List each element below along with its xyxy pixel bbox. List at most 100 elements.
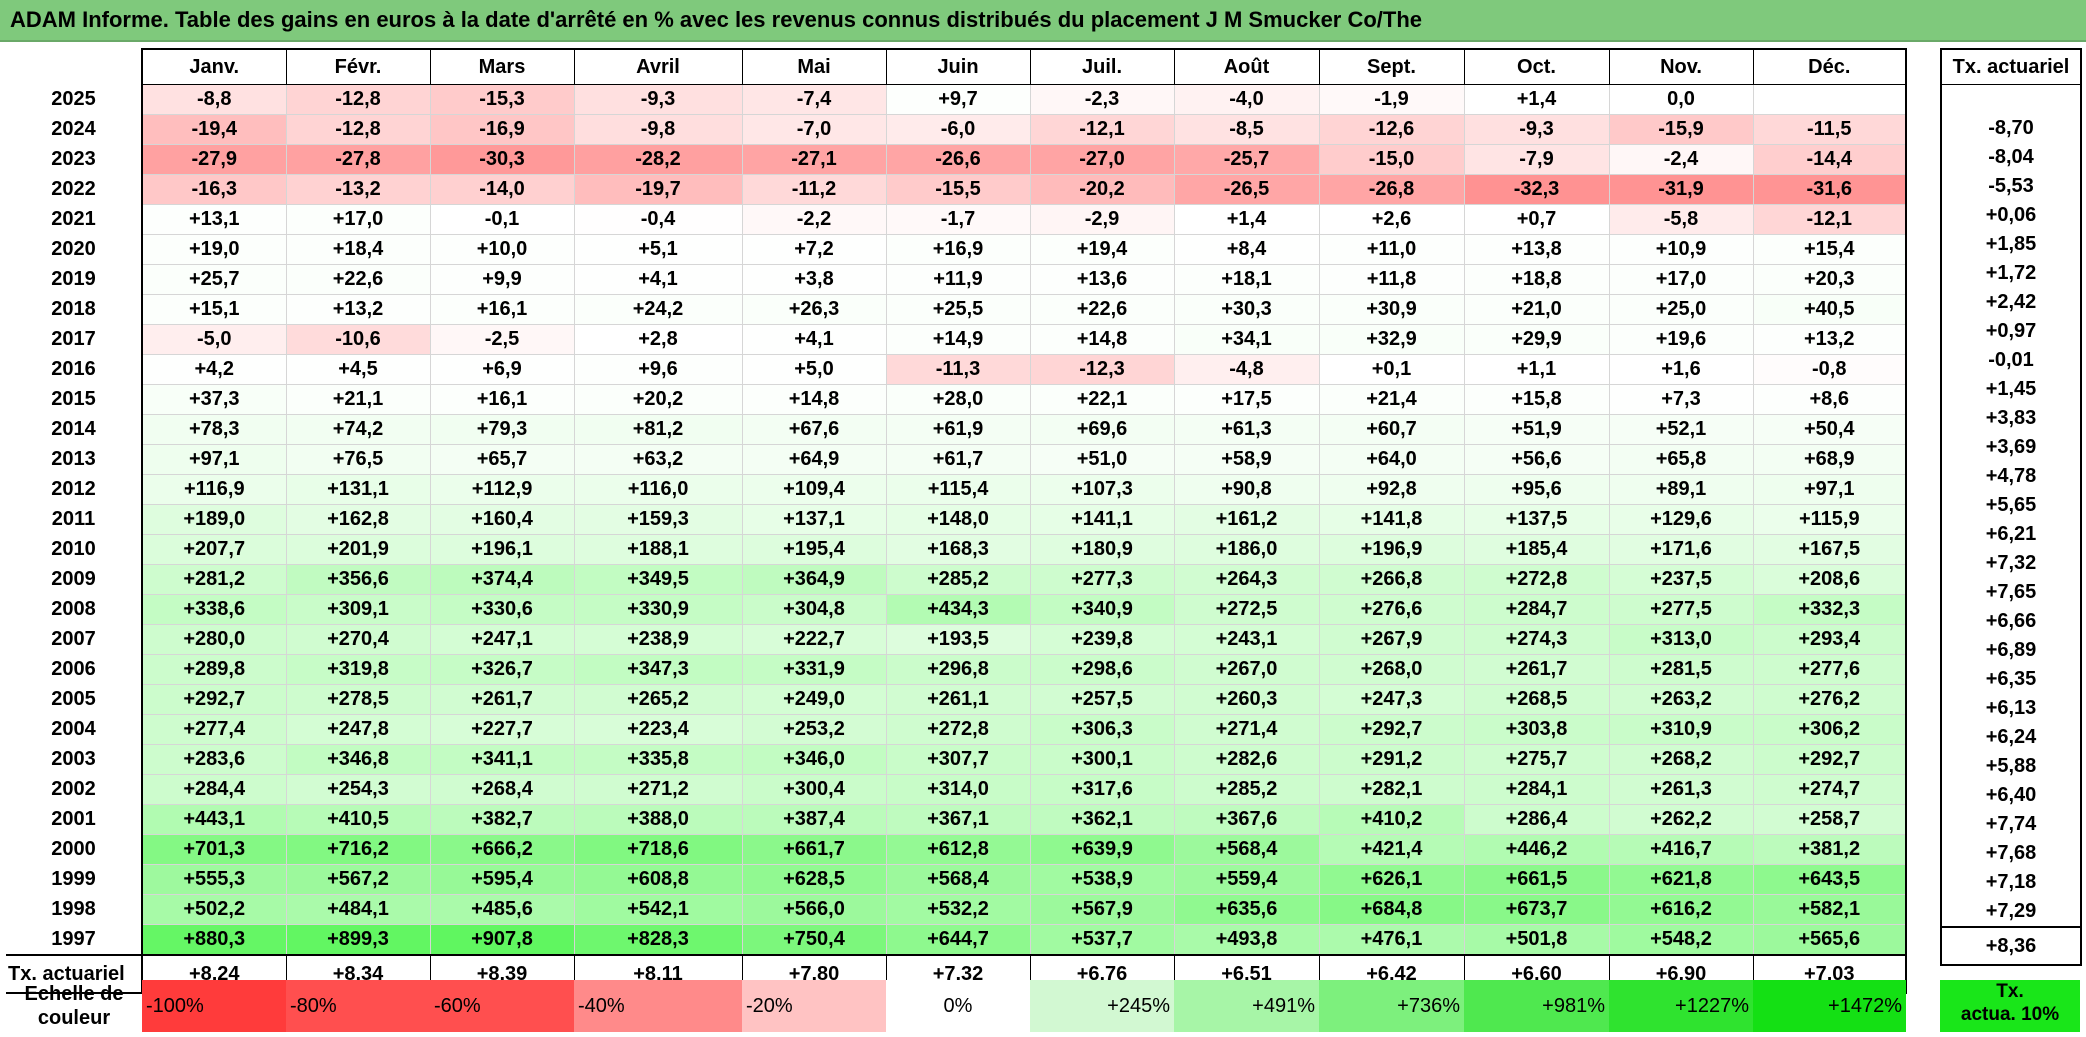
gain-cell: +68,9 (1752, 444, 1907, 475)
gain-cell: +161,2 (1173, 504, 1320, 535)
gain-cell: +283,6 (141, 744, 287, 775)
gain-cell: +247,8 (285, 714, 431, 745)
gain-cell: +116,9 (141, 474, 287, 505)
gain-cell: +899,3 (285, 924, 431, 956)
gain-cell: -16,9 (429, 114, 575, 145)
rate-cell: +7,29 (1940, 897, 2082, 928)
year-label: 2005 (51, 688, 96, 710)
gain-cell: +189,0 (141, 504, 287, 535)
gain-cell: +1,1 (1463, 354, 1610, 385)
gain-cell: +381,2 (1752, 834, 1907, 865)
gain-cell: +61,9 (885, 414, 1031, 445)
gain-cell: +281,2 (141, 564, 287, 595)
gain-cell: +421,4 (1318, 834, 1465, 865)
table-row: 2016 +4,2 +4,5 +6,9 +9,6 +5,0 -11,3 -12,3 -4,8 +0… (6, 354, 1907, 385)
gain-cell: +141,1 (1029, 504, 1175, 535)
gain-cell: -20,2 (1029, 174, 1175, 205)
gain-cell: +243,1 (1173, 624, 1320, 655)
gain-cell: +14,9 (885, 324, 1031, 355)
year-label: 2011 (51, 508, 96, 530)
gain-cell: +278,5 (285, 684, 431, 715)
gain-cell: +253,2 (741, 714, 887, 745)
gain-cell: +718,6 (573, 834, 743, 865)
year-label: 2016 (51, 358, 96, 380)
gain-cell: +326,7 (429, 654, 575, 685)
gain-cell: +29,9 (1463, 324, 1610, 355)
gain-cell: +285,2 (1173, 774, 1320, 805)
gain-cell: +317,6 (1029, 774, 1175, 805)
gain-cell: +171,6 (1608, 534, 1754, 565)
table-row: 2011 +189,0 +162,8 +160,4 +159,3 +137,1 +148,0… (6, 504, 1907, 535)
gain-cell: +160,4 (429, 504, 575, 535)
gain-cell: +64,9 (741, 444, 887, 475)
gain-cell: -14,0 (429, 174, 575, 205)
month-header: Avril (573, 48, 743, 85)
table-row: 2003 +283,6 +346,8 +341,1 +335,8 +346,0 +307,7… (6, 744, 1907, 775)
month-header: Mars (429, 48, 575, 85)
gain-cell: +222,7 (741, 624, 887, 655)
rate-legend-line1: Tx. (1996, 981, 2024, 1002)
gain-cell: +13,2 (1752, 324, 1907, 355)
gain-cell: +635,6 (1173, 894, 1320, 925)
year-label: 2012 (51, 478, 96, 500)
gain-cell: +7,2 (741, 234, 887, 265)
gain-cell: -28,2 (573, 144, 743, 175)
month-header: Août (1173, 48, 1320, 85)
gain-cell: +56,6 (1463, 444, 1610, 475)
table-row: 2018 +15,1 +13,2 +16,1 +24,2 +26,3 +25,5 +22,6 +… (6, 294, 1907, 325)
gain-cell: +310,9 (1608, 714, 1754, 745)
gain-cell: +15,1 (141, 294, 287, 325)
year-label: 2013 (51, 448, 96, 470)
gain-cell: +532,2 (885, 894, 1031, 925)
rate-cell: -0,01 (1940, 346, 2082, 375)
gain-cell: +537,7 (1029, 924, 1175, 956)
year-label: 1997 (51, 927, 96, 950)
gain-cell: +237,5 (1608, 564, 1754, 595)
gain-cell: +268,4 (429, 774, 575, 805)
gain-cell: +446,2 (1463, 834, 1610, 865)
gain-cell: +9,7 (885, 84, 1031, 115)
gain-cell: -0,1 (429, 204, 575, 235)
gain-cell: +186,0 (1173, 534, 1320, 565)
gain-cell: +501,8 (1463, 924, 1610, 956)
gain-cell: +330,6 (429, 594, 575, 625)
gain-cell: -1,9 (1318, 84, 1465, 115)
gain-cell: +0,1 (1318, 354, 1465, 385)
gain-cell: -2,5 (429, 324, 575, 355)
year-label: 2007 (51, 628, 96, 650)
gain-cell: +58,9 (1173, 444, 1320, 475)
gain-cell: -12,8 (285, 84, 431, 115)
gain-cell: -4,0 (1173, 84, 1320, 115)
gain-cell: +21,1 (285, 384, 431, 415)
rate-header: Tx. actuariel (1940, 48, 2082, 85)
gain-cell: +78,3 (141, 414, 287, 445)
gain-cell: +61,3 (1173, 414, 1320, 445)
gain-cell: +434,3 (885, 594, 1031, 625)
gain-cell: +476,1 (1318, 924, 1465, 956)
gain-cell: 0,0 (1608, 84, 1754, 115)
gain-cell: -27,1 (741, 144, 887, 175)
gain-cell: -11,2 (741, 174, 887, 205)
gain-cell: +13,6 (1029, 264, 1175, 295)
year-label: 2015 (51, 388, 96, 410)
gain-cell: +261,7 (1463, 654, 1610, 685)
month-header: Sept. (1318, 48, 1465, 85)
gain-cell: +227,7 (429, 714, 575, 745)
gain-cell: +346,0 (741, 744, 887, 775)
table-row: 1999 +555,3 +567,2 +595,4 +608,8 +628,5 +568,4… (6, 864, 1907, 895)
gain-cell: -9,8 (573, 114, 743, 145)
report-title: ADAM Informe. Table des gains en euros à… (10, 7, 1423, 32)
gain-cell: +254,3 (285, 774, 431, 805)
gain-cell: +289,8 (141, 654, 287, 685)
gain-cell: +274,3 (1463, 624, 1610, 655)
gain-cell: +387,4 (741, 804, 887, 835)
gain-cell: +11,0 (1318, 234, 1465, 265)
year-label: 2018 (51, 298, 96, 320)
gain-cell: +271,2 (573, 774, 743, 805)
gain-cell: +109,4 (741, 474, 887, 505)
table-row: 2000 +701,3 +716,2 +666,2 +718,6 +661,7 +612,8… (6, 834, 1907, 865)
gain-cell: +277,6 (1752, 654, 1907, 685)
gain-cell: +268,2 (1608, 744, 1754, 775)
gain-cell: +32,9 (1318, 324, 1465, 355)
gain-cell: -19,7 (573, 174, 743, 205)
